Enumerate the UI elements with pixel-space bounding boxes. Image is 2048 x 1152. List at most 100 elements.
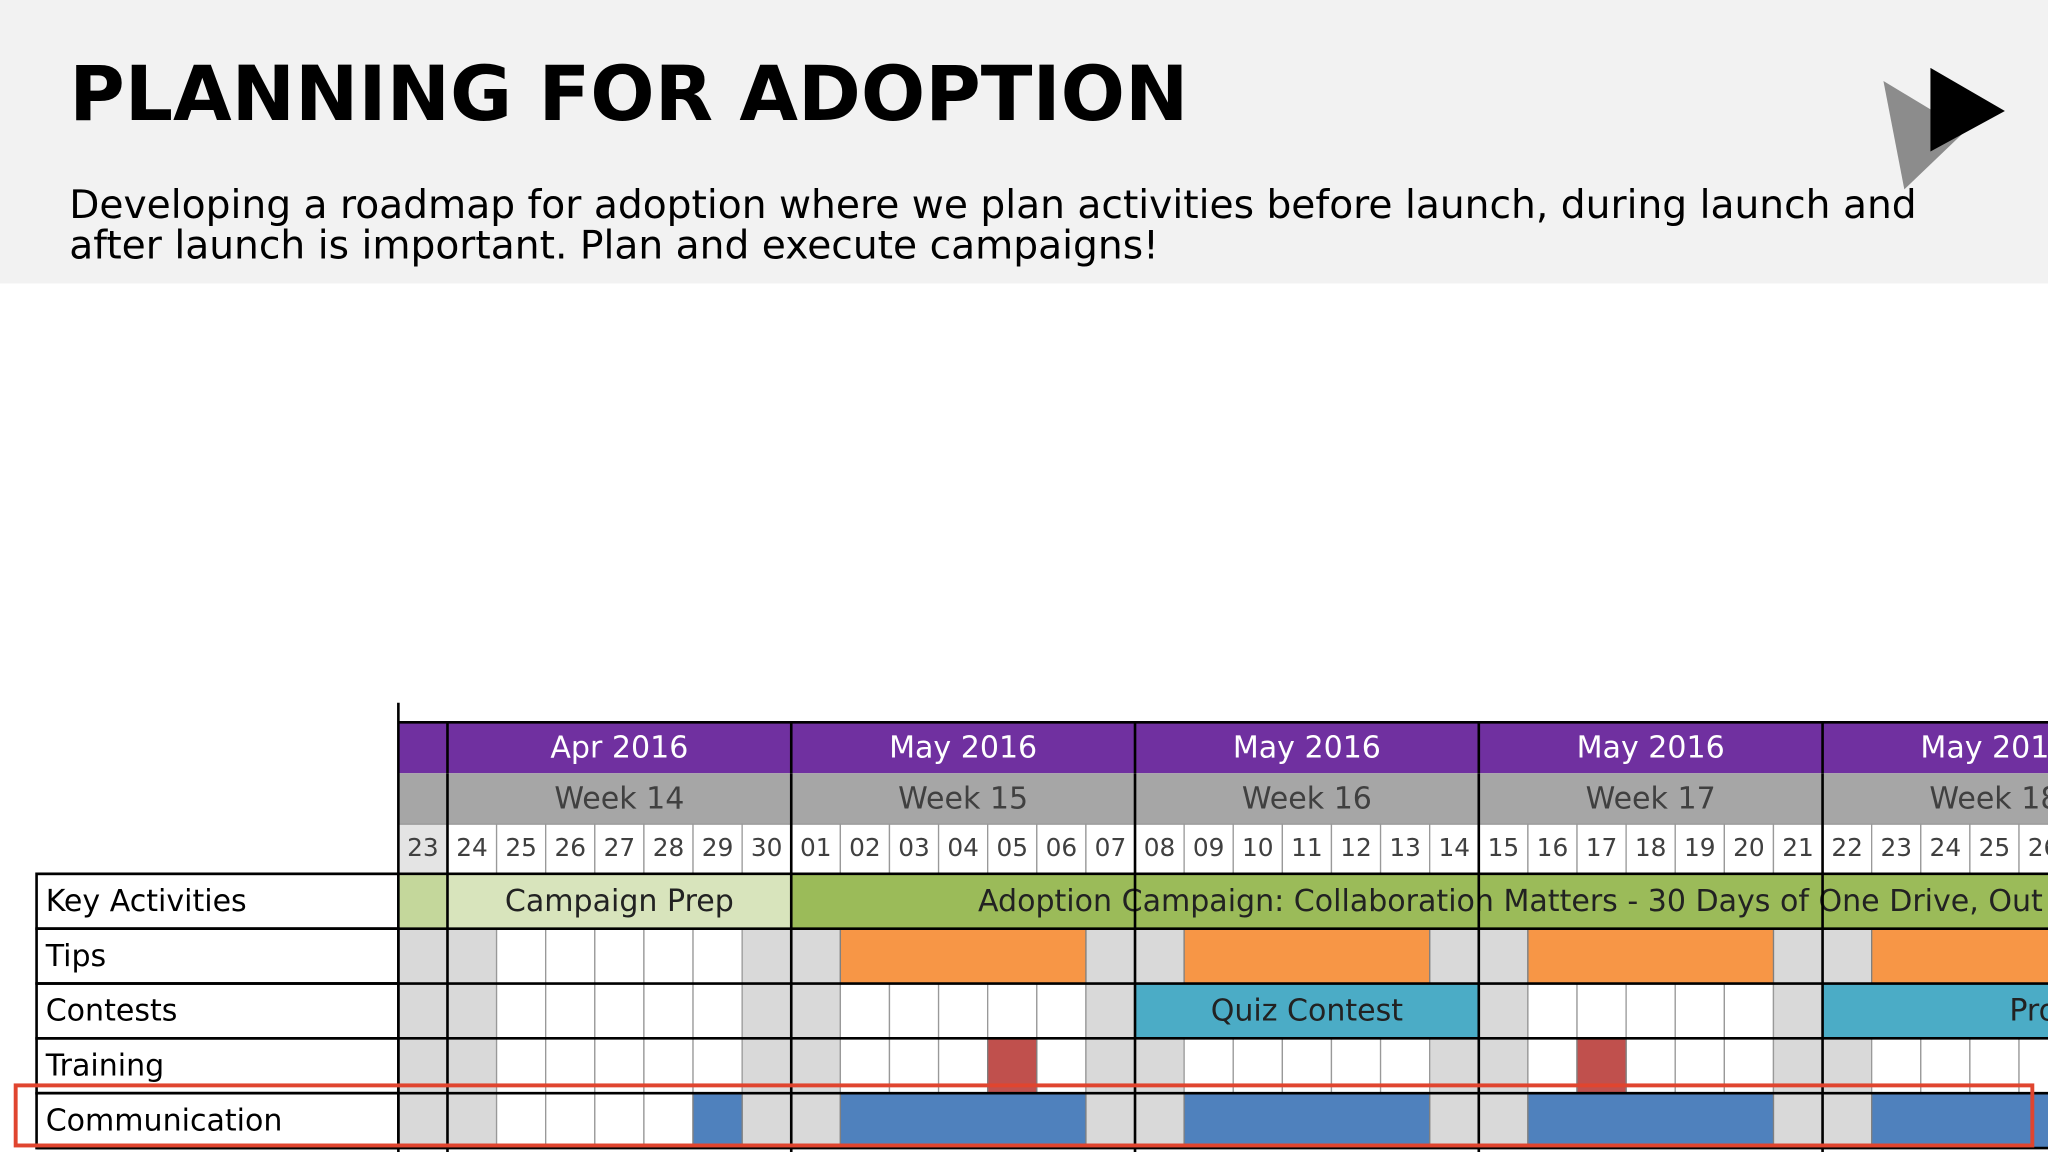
day-cell <box>839 982 891 1040</box>
row-label-cell <box>35 1091 400 1150</box>
day-cell <box>741 982 792 1040</box>
header-bg <box>0 0 2048 284</box>
month-label: May 2016 <box>889 731 1037 766</box>
activity-label: Adoption Campaign: Collaboration Matters… <box>978 884 2043 919</box>
day-label: 25 <box>505 833 537 862</box>
row-label: Key Activities <box>46 884 247 919</box>
day-label: 01 <box>800 833 832 862</box>
day-cell <box>495 927 547 985</box>
day-cell <box>1527 982 1578 1040</box>
month-label: May 2016 <box>1920 731 2048 766</box>
day-header <box>495 823 547 875</box>
month-cell <box>398 722 2048 774</box>
highlight-box <box>13 1083 2035 1148</box>
day-cell <box>987 982 1038 1040</box>
day-cell <box>741 927 792 985</box>
day-label: 03 <box>898 833 930 862</box>
row-label: Training <box>45 1049 165 1084</box>
day-label: 27 <box>604 833 636 862</box>
day-label: 12 <box>1340 833 1372 862</box>
day-header <box>839 823 891 875</box>
day-header <box>1085 823 1136 875</box>
day-cell <box>937 982 989 1040</box>
day-header <box>643 823 694 875</box>
activity-block <box>1134 982 1480 1040</box>
day-cell <box>1772 1092 1824 1149</box>
day-cell <box>692 927 743 985</box>
day-label: 13 <box>1389 833 1421 862</box>
day-label: 09 <box>1193 833 1225 862</box>
day-header <box>1920 823 1971 875</box>
row-label: Tips <box>45 939 106 974</box>
activity-block <box>1527 1092 1775 1149</box>
day-header <box>1429 823 1480 875</box>
logo <box>1883 80 1966 190</box>
week-label: Week 16 <box>1242 782 1372 817</box>
day-cell <box>1772 982 1824 1040</box>
activity-block <box>839 1092 1087 1149</box>
day-header <box>1183 823 1234 875</box>
day-label: 18 <box>1635 833 1667 862</box>
day-header <box>790 823 842 875</box>
day-cell <box>1772 927 1824 985</box>
day-label: 05 <box>996 833 1028 862</box>
day-label: 30 <box>751 833 783 862</box>
row-label: Communication <box>46 1103 283 1138</box>
day-cell <box>594 1092 645 1149</box>
day-header <box>1379 823 1431 875</box>
week-cell <box>398 773 2048 825</box>
day-cell <box>1429 927 1480 985</box>
day-header <box>1527 823 1578 875</box>
day-header <box>1478 823 1529 875</box>
day-header <box>692 823 743 875</box>
day-cell <box>1625 982 1676 1040</box>
day-label: 29 <box>702 833 734 862</box>
day-cell <box>1085 1092 1136 1149</box>
day-label: 24 <box>456 833 488 862</box>
day-header <box>937 823 989 875</box>
month-label: May 2016 <box>1577 731 1725 766</box>
day-label: 24 <box>1930 833 1962 862</box>
activity-label: Quiz Contest <box>1211 994 1404 1029</box>
row-label-cell <box>35 982 400 1040</box>
day-cell <box>1478 927 1529 985</box>
activity-block <box>1527 927 1775 985</box>
day-cell <box>594 927 645 985</box>
day-header <box>594 823 645 875</box>
day-cell <box>397 927 449 985</box>
day-label: 10 <box>1242 833 1274 862</box>
day-cell <box>1576 982 1627 1040</box>
description: after launch is important. Plan and exec… <box>69 224 1159 269</box>
day-cell <box>888 982 940 1040</box>
day-cell <box>1134 1092 1185 1149</box>
day-header <box>545 823 596 875</box>
week-label: Week 14 <box>554 782 684 817</box>
day-label: 11 <box>1291 833 1323 862</box>
day-cell <box>790 982 842 1040</box>
day-cell <box>790 927 842 985</box>
month-label: May 2016 <box>1233 731 1381 766</box>
day-cell <box>1429 1092 1480 1149</box>
day-cell <box>495 1092 547 1149</box>
day-cell <box>397 1092 449 1149</box>
activity-block <box>1183 927 1431 985</box>
month-label: Apr 2016 <box>550 731 688 766</box>
day-label: 14 <box>1438 833 1470 862</box>
day-header <box>1625 823 1676 875</box>
day-cell <box>446 1092 498 1149</box>
activity-block <box>1821 982 2048 1040</box>
activity-label: Campaign Prep <box>505 884 734 919</box>
day-cell <box>545 1092 596 1149</box>
day-cell <box>790 1092 842 1149</box>
day-label: 16 <box>1537 833 1569 862</box>
day-header <box>741 823 792 875</box>
day-header <box>1674 823 1725 875</box>
day-cell <box>545 982 596 1040</box>
day-label: 17 <box>1586 833 1618 862</box>
day-header <box>1036 823 1087 875</box>
day-header <box>1330 823 1382 875</box>
day-cell <box>495 982 547 1040</box>
roadmap-grid: Apr 2016 May 2016 May 2016 May 2016 May 2016… <box>13 702 2048 1152</box>
description: Developing a roadmap for adoption where … <box>69 183 1916 228</box>
